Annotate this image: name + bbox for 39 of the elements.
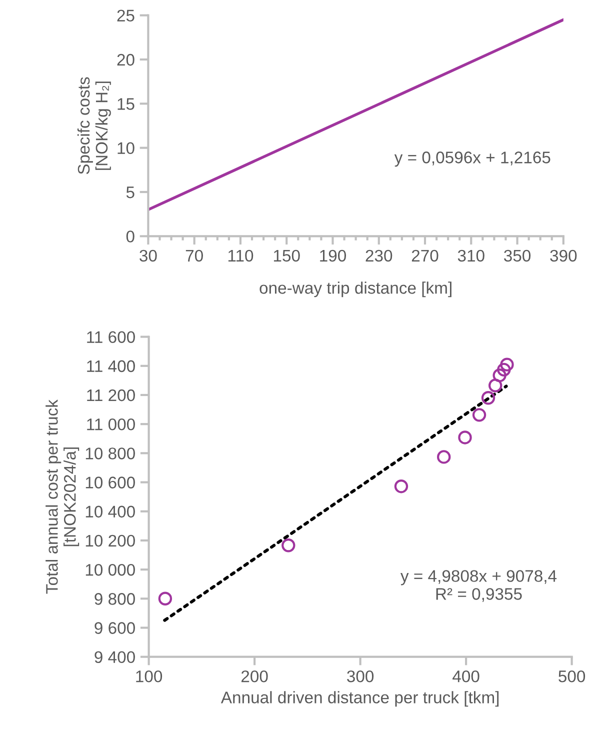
x-tick-label: 400 [452,670,480,682]
x-tick-label: 110 [228,250,254,262]
x-tick-label: 500 [558,670,586,682]
y-tick-label: 10 200 [86,534,135,547]
y-tick-label: 11 600 [87,331,135,343]
y-tick-label: 10 600 [86,476,135,488]
x-axis-title: Annual driven distance per truck [tkm] [220,691,499,707]
x-tick-label: 100 [136,670,162,682]
y-axis-title: Total annual cost per truck [tNOK2024/a] [46,400,80,594]
x-tick-label: 350 [504,250,531,262]
x-tick-label: 230 [366,250,392,262]
annotation: y = 0,0596x + 1,2165 [394,152,550,167]
x-tick-label: 310 [458,250,484,262]
y-tick-label: 9 600 [94,622,135,634]
annotation: y = 4,9808x + 9078,4 R² = 0,9355 [400,570,557,602]
x-tick-label: 300 [347,670,374,682]
y-tick-label: 11 000 [87,418,135,430]
x-tick-label: 70 [186,250,203,262]
x-tick-label: 190 [320,250,346,262]
y-tick-label: 10 400 [86,506,135,518]
x-tick-label: 30 [140,250,157,262]
y-tick-label: 9 800 [94,593,135,605]
y-axis-title: Specifc costs [NOK/kg H₂] [77,77,111,174]
y-tick-label: 25 [117,10,134,22]
y-tick-label: 10 [118,142,134,154]
y-tick-label: 5 [126,186,134,198]
y-tick-label: 9 400 [94,651,135,664]
y-tick-label: 0 [126,230,134,242]
x-tick-label: 270 [412,250,438,262]
x-tick-label: 150 [274,250,300,262]
x-tick-label: 390 [550,250,577,262]
x-tick-label: 200 [241,670,268,682]
y-tick-label: 20 [117,54,134,66]
y-tick-label: 15 [118,98,134,110]
x-axis-title: one-way trip distance [km] [260,282,452,298]
y-tick-label: 10 000 [86,564,135,576]
y-tick-label: 11 400 [87,360,135,372]
y-tick-label: 10 800 [86,448,135,460]
y-tick-label: 11 200 [87,389,135,402]
